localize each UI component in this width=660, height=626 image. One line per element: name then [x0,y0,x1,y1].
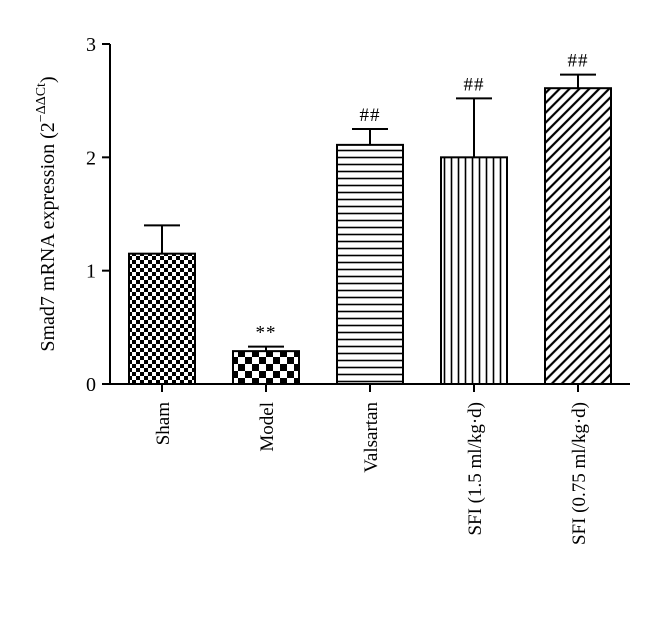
x-category-label: Sham [153,402,174,446]
bar-5 [544,87,612,385]
y-tick-label: 1 [86,261,96,283]
bar-1 [128,252,196,385]
x-category-label: SFI (0.75 ml/kg·d) [569,402,590,545]
x-category-label: Model [257,402,278,452]
y-axis-title: Smad7 mRNA expression (2−ΔΔCt) [34,76,59,351]
x-axis: Sham Model Valsartan SFI (1.5 ml/kg·d) SFI (… [110,383,630,545]
bar-2 [232,350,300,385]
x-category-label: SFI (1.5 ml/kg·d) [465,402,486,536]
error-bar-1 [144,224,180,254]
significance-label-5: ## [568,51,589,72]
y-axis-title-superscript: −ΔΔCt [34,83,49,122]
bars: ** ## ## ## [128,51,612,385]
significance-label-4: ## [464,74,485,95]
y-tick-label: 0 [86,374,96,396]
error-bar-4 [456,97,492,158]
significance-label-2: ** [256,323,277,344]
x-category-label: Valsartan [361,402,382,473]
error-bar-3 [352,128,388,145]
bar-4 [440,156,508,385]
bar-3 [336,143,404,385]
error-bar-2 [248,345,284,352]
significance-label-3: ## [360,105,381,126]
y-tick-label: 3 [86,34,96,56]
y-tick-label: 2 [86,147,96,169]
error-bar-5 [560,73,596,89]
y-axis: 0 1 2 3 [86,34,111,396]
